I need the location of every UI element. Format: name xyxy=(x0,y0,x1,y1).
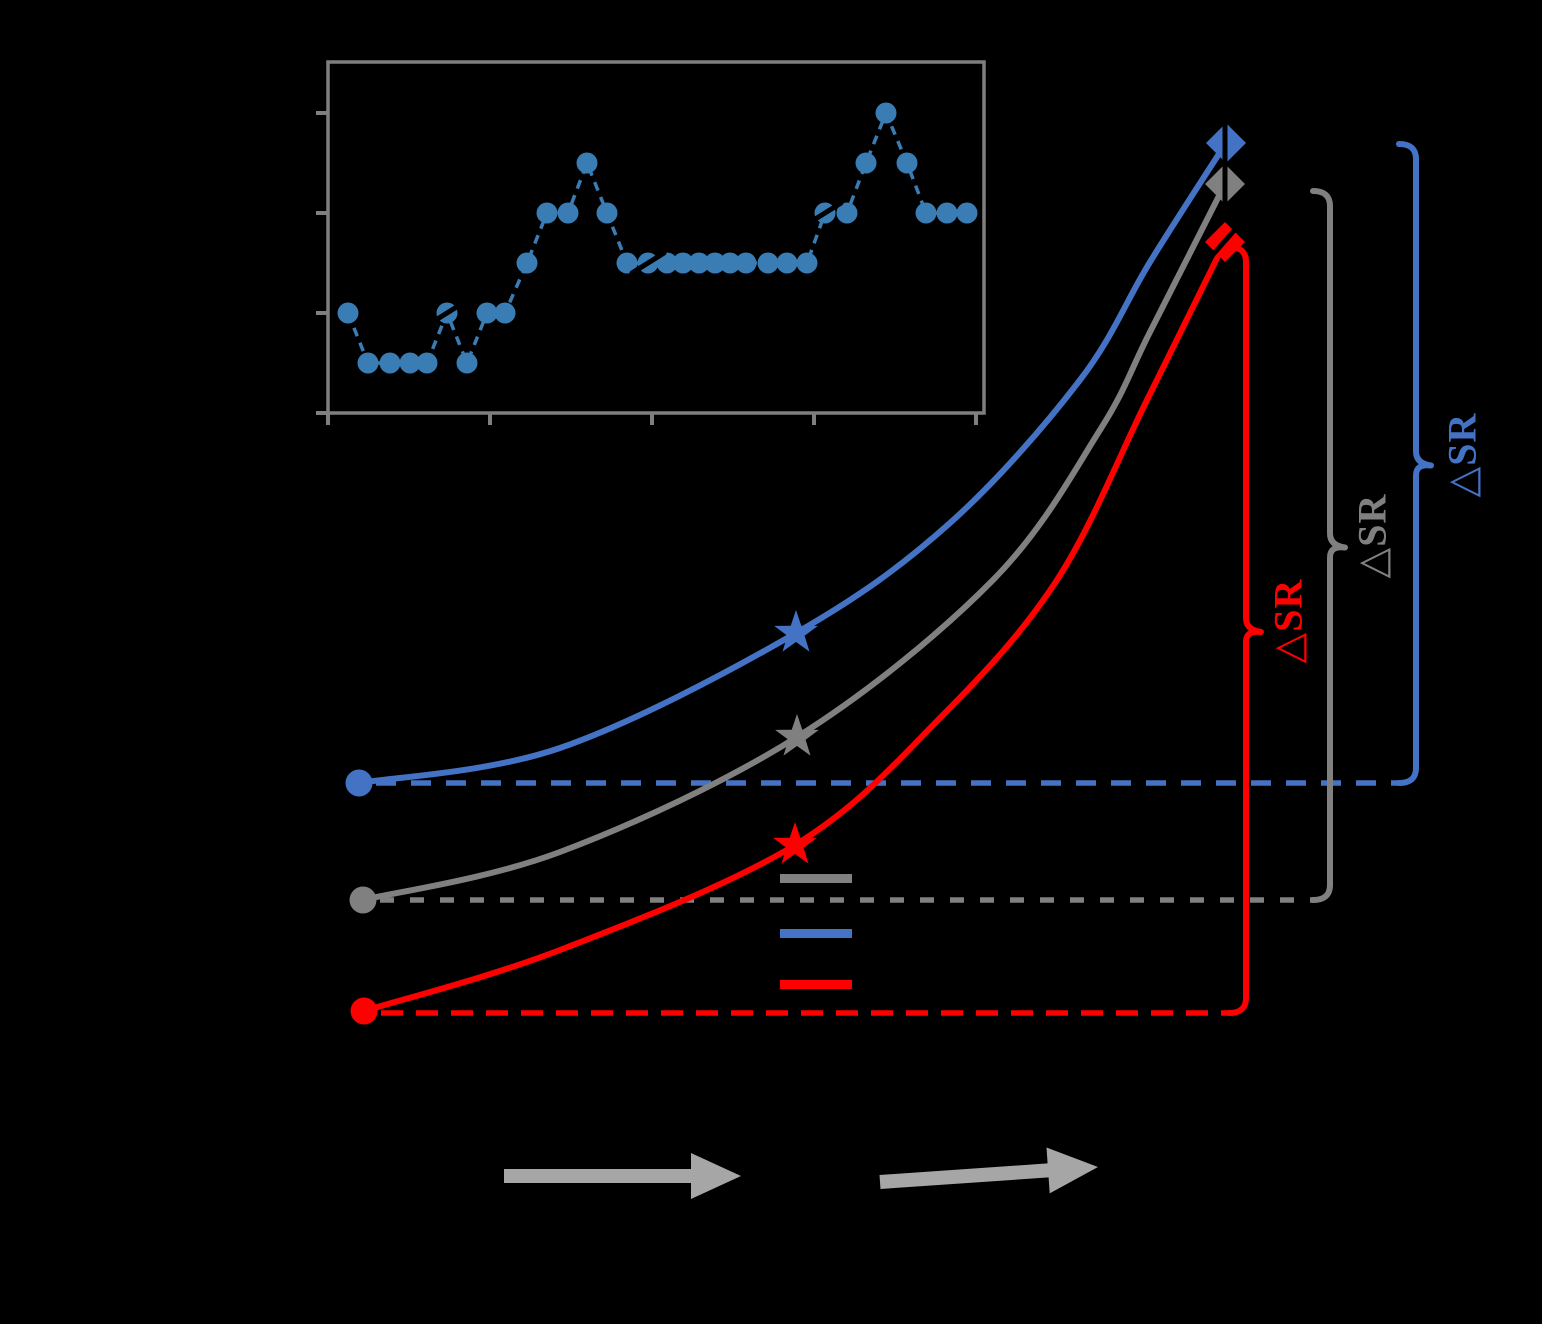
inset-data-point xyxy=(357,352,379,374)
inset-point-slash xyxy=(629,250,667,276)
inset-data-point xyxy=(855,152,877,174)
inset-data-point xyxy=(536,202,558,224)
legend-swatch-red xyxy=(780,980,852,989)
delta-sr-label-red-series: △SR xyxy=(1266,578,1311,663)
inset-data-point xyxy=(557,202,579,224)
inset-data-point xyxy=(596,202,618,224)
inset-data-point xyxy=(337,302,359,324)
star-marker-gray-series xyxy=(775,714,819,756)
inset-data-point xyxy=(704,252,726,274)
curve-gray-series xyxy=(360,181,1228,903)
delta-brace-gray-series xyxy=(1310,188,1348,903)
star-marker-blue-series xyxy=(774,610,818,652)
inset-data-point xyxy=(956,202,978,224)
delta-brace-red-series xyxy=(1226,244,1264,1016)
inset-data-point xyxy=(875,102,897,124)
start-circle-marker-red-series xyxy=(350,997,378,1025)
inset-data-point xyxy=(735,252,757,274)
inset-data-point xyxy=(915,202,937,224)
inset-data-point xyxy=(399,352,421,374)
inset-data-point xyxy=(836,202,858,224)
flow-arrow-2 xyxy=(879,1147,1098,1194)
inset-point-slash xyxy=(428,300,466,326)
inset-data-point xyxy=(719,252,741,274)
flow-arrow-1 xyxy=(504,1153,741,1199)
star-marker-red-series xyxy=(773,822,817,864)
inset-data-point xyxy=(776,252,798,274)
inset-data-point xyxy=(757,252,779,274)
start-circle-marker-gray-series xyxy=(349,886,377,914)
legend-swatch-gray xyxy=(780,874,852,883)
inset-data-point xyxy=(672,252,694,274)
curve-red-series xyxy=(361,239,1228,1014)
inset-frame xyxy=(326,60,986,415)
inset-point-slash xyxy=(806,200,844,226)
delta-sr-label-gray-series: △SR xyxy=(1350,493,1395,578)
inset-data-point xyxy=(936,202,958,224)
inset-data-point xyxy=(896,152,918,174)
inset-data-point xyxy=(379,352,401,374)
inset-data-point xyxy=(796,252,818,274)
inset-data-point xyxy=(688,252,710,274)
inset-data-point xyxy=(616,252,638,274)
delta-brace-blue-series xyxy=(1396,141,1434,786)
inset-data-point xyxy=(656,252,678,274)
annotation-line xyxy=(1208,224,1240,260)
inset-data-point xyxy=(476,302,498,324)
legend-swatch-blue xyxy=(780,929,852,938)
curve-blue-series xyxy=(356,140,1229,786)
delta-sr-label-blue-series: △SR xyxy=(1440,412,1485,497)
inset-data-point xyxy=(494,302,516,324)
inset-data-point xyxy=(576,152,598,174)
inset-data-point xyxy=(416,352,438,374)
inset-data-point xyxy=(516,252,538,274)
start-circle-marker-blue-series xyxy=(345,769,373,797)
inset-series-line xyxy=(346,108,967,368)
inset-data-point xyxy=(456,352,478,374)
